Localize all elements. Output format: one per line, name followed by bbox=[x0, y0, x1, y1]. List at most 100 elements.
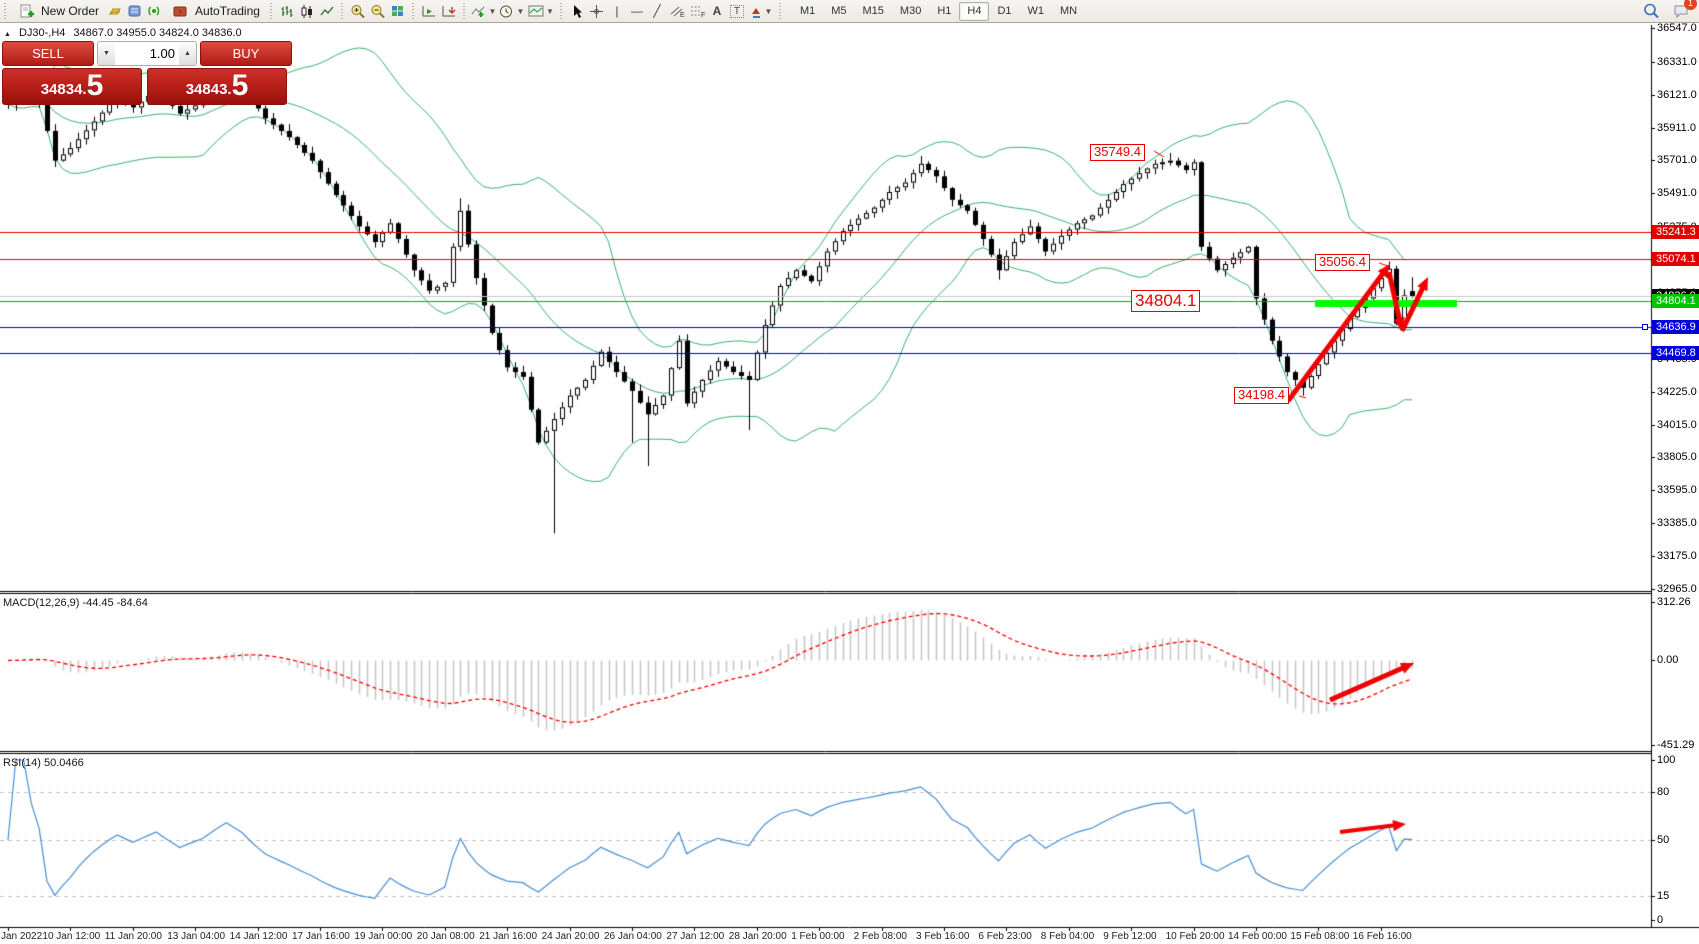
macd-axis-tick: -451.29 bbox=[1657, 739, 1695, 751]
horizontal-line-icon[interactable]: — bbox=[630, 4, 643, 18]
expert-advisor-icon[interactable] bbox=[125, 1, 145, 21]
date-axis-label: 11 Jan 20:00 bbox=[104, 931, 162, 942]
timeframe-button-w1[interactable]: W1 bbox=[1027, 5, 1045, 17]
autotrading-icon bbox=[171, 1, 191, 21]
macd-indicator-label: MACD(12,26,9) -44.45 -84.64 bbox=[3, 597, 148, 609]
date-axis-label: 9 Feb 12:00 bbox=[1103, 931, 1157, 942]
price-annotation-label[interactable]: 34198.4 bbox=[1234, 387, 1289, 404]
dropdown-caret-icon: ▼ bbox=[764, 6, 773, 16]
sell-button[interactable]: SELL bbox=[2, 41, 94, 66]
auto-scroll-icon[interactable] bbox=[419, 1, 439, 21]
toolbar-gripper[interactable] bbox=[777, 3, 783, 19]
price-level-label: 35074.1 bbox=[1652, 251, 1699, 266]
new-order-button[interactable]: New Order bbox=[11, 1, 105, 21]
chart-title: ▲ DJ30-,H4 34867.0 34955.0 34824.0 34836… bbox=[4, 27, 242, 39]
tile-windows-icon[interactable] bbox=[388, 1, 408, 21]
templates-icon[interactable]: ▼ bbox=[526, 1, 556, 21]
autotrading-button[interactable]: AutoTrading bbox=[165, 1, 266, 21]
arrows-icon[interactable]: ▼ bbox=[747, 1, 775, 21]
bid-price-dot: . bbox=[82, 81, 87, 98]
gold-icon[interactable] bbox=[105, 1, 125, 21]
text-icon[interactable]: A bbox=[712, 4, 722, 18]
price-axis-tick: 33385.0 bbox=[1657, 517, 1697, 530]
trendline-icon[interactable]: ╱ bbox=[653, 4, 661, 18]
timeframe-button-h1[interactable]: H1 bbox=[937, 5, 952, 17]
ask-price-int: 34843 bbox=[185, 81, 228, 98]
candlestick-chart-icon[interactable] bbox=[297, 1, 317, 21]
dropdown-caret-icon: ▼ bbox=[545, 6, 554, 16]
channel-icon[interactable]: E bbox=[667, 1, 687, 21]
vertical-line-icon[interactable]: | bbox=[615, 4, 619, 18]
price-axis-tick: 32965.0 bbox=[1657, 583, 1697, 595]
dropdown-caret-icon: ▼ bbox=[516, 6, 525, 16]
ohlc-values: 34867.0 34955.0 34824.0 34836.0 bbox=[73, 27, 242, 39]
line-selection-handle[interactable] bbox=[1642, 324, 1648, 331]
date-axis-label: 8 Feb 04:00 bbox=[1040, 931, 1095, 942]
fibonacci-icon[interactable]: F bbox=[687, 1, 707, 21]
bid-price-pip: 5 bbox=[86, 69, 104, 102]
date-axis-label: 15 Feb 08:00 bbox=[1290, 931, 1350, 942]
one-click-trading-panel: SELL ▼ ▲ BUY 34834.5 34843.5 bbox=[2, 41, 292, 105]
volume-increase-button[interactable]: ▲ bbox=[179, 42, 196, 65]
date-axis-label: 27 Jan 12:00 bbox=[666, 931, 725, 942]
volume-decrease-button[interactable]: ▼ bbox=[98, 42, 115, 65]
timeframe-button-m1[interactable]: M1 bbox=[799, 5, 816, 17]
symbol-marker-icon: ▲ bbox=[4, 31, 11, 38]
date-axis-label: 6 Feb 23:00 bbox=[978, 931, 1032, 942]
toolbar-gripper[interactable] bbox=[339, 3, 345, 19]
indicators-icon[interactable]: ▼ bbox=[470, 1, 498, 21]
periods-icon[interactable]: ▼ bbox=[498, 1, 526, 21]
toolbar-gripper[interactable] bbox=[410, 3, 416, 19]
chart-shift-icon[interactable] bbox=[439, 1, 459, 21]
price-axis-tick: 33595.0 bbox=[1657, 484, 1697, 497]
bid-price-panel[interactable]: 34834. 5 bbox=[2, 68, 142, 105]
ask-price-pip: 5 bbox=[231, 69, 249, 102]
ask-price-panel[interactable]: 34843. 5 bbox=[147, 68, 287, 105]
timeframe-button-m30[interactable]: M30 bbox=[899, 5, 922, 17]
volume-input[interactable] bbox=[115, 42, 179, 65]
crosshair-icon[interactable] bbox=[587, 1, 607, 21]
rsi-axis-tick: 15 bbox=[1657, 890, 1670, 902]
price-axis-tick: 35911.0 bbox=[1657, 121, 1696, 134]
price-annotation-label[interactable]: 34804.1 bbox=[1131, 290, 1201, 312]
bar-chart-icon[interactable] bbox=[277, 1, 297, 21]
signals-icon[interactable] bbox=[145, 1, 165, 21]
toolbar-gripper[interactable] bbox=[3, 3, 8, 19]
price-level-label: 34469.8 bbox=[1652, 346, 1699, 361]
line-chart-icon[interactable] bbox=[317, 1, 337, 21]
cursor-icon[interactable] bbox=[567, 1, 587, 21]
date-axis-label: 21 Jan 16:00 bbox=[479, 931, 538, 942]
price-level-label: 35241.3 bbox=[1652, 225, 1699, 240]
price-annotation-label[interactable]: 35056.4 bbox=[1315, 254, 1370, 271]
zoom-out-icon[interactable] bbox=[368, 1, 388, 21]
date-axis-label: 19 Jan 00:00 bbox=[354, 931, 413, 942]
buy-button[interactable]: BUY bbox=[200, 41, 292, 66]
date-axis-label: 14 Feb 00:00 bbox=[1228, 931, 1287, 942]
price-axis-tick: 36331.0 bbox=[1657, 55, 1697, 68]
new-order-icon bbox=[17, 1, 37, 21]
rsi-axis-tick: 0 bbox=[1657, 914, 1664, 926]
toolbar-gripper[interactable] bbox=[558, 3, 564, 19]
main-toolbar: New Order AutoTrading bbox=[0, 0, 1699, 23]
zoom-in-icon[interactable] bbox=[348, 1, 368, 21]
timeframe-button-d1[interactable]: D1 bbox=[997, 5, 1012, 17]
timeframe-button-h4[interactable]: H4 bbox=[959, 1, 990, 21]
toolbar-gripper[interactable] bbox=[461, 3, 467, 19]
timeframe-button-mn[interactable]: MN bbox=[1060, 5, 1078, 17]
date-axis-label: 26 Jan 04:00 bbox=[604, 931, 662, 942]
price-level-label: 34804.1 bbox=[1652, 293, 1699, 308]
svg-text:F: F bbox=[701, 12, 705, 18]
price-axis-tick: 36121.0 bbox=[1657, 88, 1697, 101]
text-label-icon[interactable]: T bbox=[727, 1, 747, 21]
price-axis-tick: 35491.0 bbox=[1657, 187, 1697, 200]
price-annotation-label[interactable]: 35749.4 bbox=[1090, 144, 1145, 161]
timeframe-button-m15[interactable]: M15 bbox=[862, 5, 884, 17]
timeframe-button-m5[interactable]: M5 bbox=[831, 5, 847, 17]
toolbar-gripper[interactable] bbox=[268, 3, 274, 19]
chat-icon[interactable]: 1 bbox=[1671, 0, 1697, 21]
svg-text:E: E bbox=[680, 12, 685, 18]
date-axis-label: 13 Jan 04:00 bbox=[167, 931, 226, 942]
date-axis-label: 20 Jan 08:00 bbox=[416, 931, 475, 942]
search-icon[interactable] bbox=[1641, 1, 1661, 21]
